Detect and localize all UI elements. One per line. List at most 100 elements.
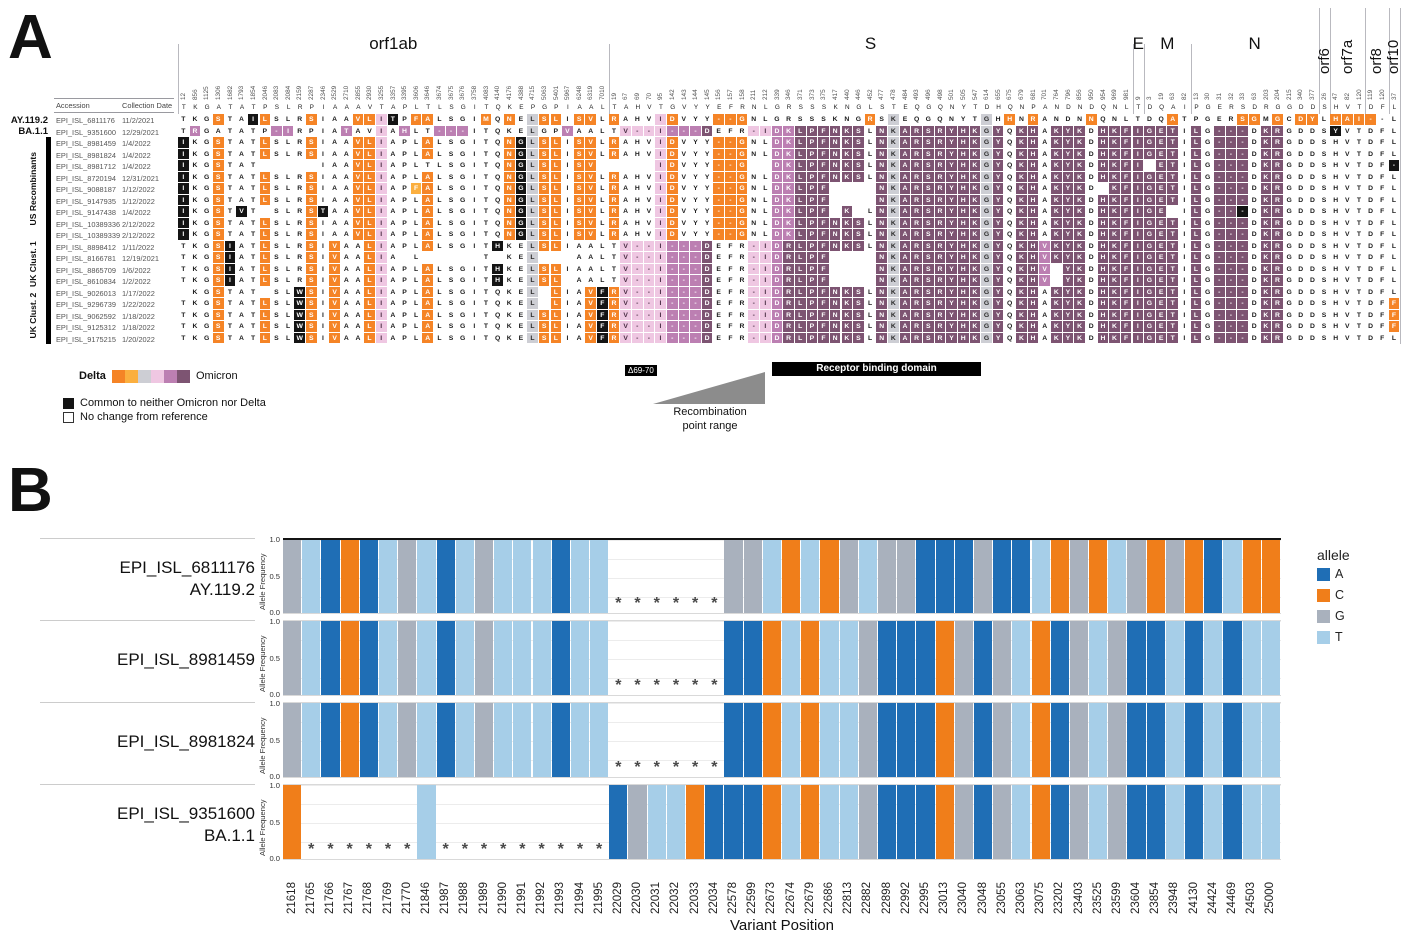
alignment-cell: - (666, 125, 679, 137)
x-tick: 22686 (823, 882, 835, 914)
alignment-cell: V (352, 171, 365, 183)
alignment-cell: R (1272, 171, 1284, 183)
alignment-cell: Y (946, 194, 958, 206)
alignment-cell: F (818, 240, 830, 252)
allele-bar-A (359, 540, 378, 613)
alignment-cell: G (457, 321, 470, 333)
alignment-cell: D (771, 275, 784, 287)
alignment-cell: A (573, 263, 586, 275)
alignment-cell (271, 160, 283, 172)
sample-label-text: EPI_ISL_8981824 (40, 731, 255, 753)
alignment-cell: F (818, 298, 830, 310)
alignment-cell: I (1179, 309, 1191, 321)
alignment-cell: K (189, 148, 202, 160)
alignment-cell: - (666, 240, 679, 252)
alignment-cell: G (457, 160, 470, 172)
alignment-cell: D (1295, 125, 1308, 137)
alignment-cell: T (1167, 286, 1180, 298)
alignment-cell: V (1342, 309, 1354, 321)
alignment-cell: P (399, 321, 411, 333)
alignment-cell: D (1365, 137, 1377, 149)
allele-bar-A (1146, 785, 1165, 859)
alignment-cell: A (341, 194, 353, 206)
alignment-cell: H (1097, 160, 1110, 172)
reference-cell: L (286, 104, 291, 111)
alignment-cell: N (876, 309, 889, 321)
alignment-cell: D (771, 137, 784, 149)
allele-bar-A (724, 703, 743, 777)
alignment-cell: D (1365, 206, 1377, 218)
alignment-cell: D (1085, 194, 1098, 206)
alignment-cell: - (1237, 171, 1249, 183)
alignment-cell: K (888, 332, 900, 344)
allele-bar-T (839, 621, 858, 695)
alignment-cell: D (771, 171, 784, 183)
alignment-cell: K (1074, 171, 1086, 183)
alignment-cell: H (1027, 321, 1040, 333)
alignment-cell: S (445, 137, 458, 149)
allele-bar-G (954, 621, 973, 695)
deleted-position-cell: * (686, 540, 704, 613)
allele-bar-A (1146, 621, 1165, 695)
alignment-cell: L (410, 286, 423, 298)
alignment-cell: F (1376, 298, 1389, 310)
alignment-cell: A (387, 252, 400, 264)
reference-cell: V (367, 104, 373, 111)
alignment-cell: V (678, 217, 691, 229)
alignment-cell: I (562, 160, 574, 172)
reference-cell: G (460, 104, 466, 111)
alignment-cell: V (352, 148, 365, 160)
alignment-cell (538, 286, 551, 298)
x-tick: 22031 (650, 882, 663, 914)
alignment-cell: A (620, 148, 632, 160)
alignment-cell: G (201, 171, 213, 183)
alignment-cell: - (434, 125, 446, 137)
allele-bar-T (801, 540, 820, 613)
accession-label: EPI_ISL_8981824 (56, 150, 116, 160)
alignment-cell: E (1155, 309, 1168, 321)
alignment-cell: Y (690, 183, 702, 195)
alignment-cell: D (1085, 332, 1098, 344)
allele-bar-A (1012, 540, 1031, 613)
alignment-cell: G (457, 286, 470, 298)
alignment-cell: K (1074, 206, 1086, 218)
reference-cell: Q (914, 104, 920, 111)
alignment-cell: K (1016, 217, 1028, 229)
alignment-cell: T (387, 114, 400, 126)
alignment-cell: K (888, 171, 900, 183)
reference-cell: T (612, 104, 617, 111)
alignment-cell: V (585, 160, 598, 172)
alignment-cell: Q (1004, 206, 1017, 218)
alignment-cell: P (399, 332, 411, 344)
alignment-cell: K (1051, 206, 1063, 218)
alignment-cell: K (1074, 309, 1086, 321)
alignment-cell: T (1353, 160, 1366, 172)
alignment-cell: I (1179, 194, 1191, 206)
alignment-cell: K (1109, 171, 1121, 183)
position-label: 675 (1006, 89, 1014, 100)
accession-label: EPI_ISL_8898412 (56, 242, 116, 252)
alignment-cell (864, 275, 877, 287)
sample-label-text: EPI_ISL_6811176 AY.119.2 (40, 557, 256, 601)
alignment-cell: F (818, 171, 830, 183)
alignment-cell: K (841, 240, 854, 252)
alignment-cell: S (212, 206, 225, 218)
alignment-cell: Y (946, 125, 958, 137)
alignment-cell: G (1144, 183, 1156, 195)
alignment-cell: R (736, 309, 749, 321)
alignment-cell: T (224, 137, 237, 149)
alignment-cell: K (888, 240, 900, 252)
sample-accession: EPI_ISL_8981459 (116, 650, 255, 669)
alignment-cell: - (678, 263, 691, 275)
alignment-cell: E (515, 263, 528, 275)
alignment-cell: H (1027, 240, 1040, 252)
alignment-cell: L (282, 194, 295, 206)
deleted-position-cell: * (628, 621, 646, 695)
alignment-cell: L (864, 229, 877, 241)
alignment-cell: S (538, 263, 551, 275)
alignment-cell: K (1051, 229, 1063, 241)
alignment-cell: A (1039, 321, 1052, 333)
alignment-cell: L (364, 252, 376, 264)
alignment-cell: S (794, 114, 807, 126)
alignment-cell: A (329, 194, 341, 206)
